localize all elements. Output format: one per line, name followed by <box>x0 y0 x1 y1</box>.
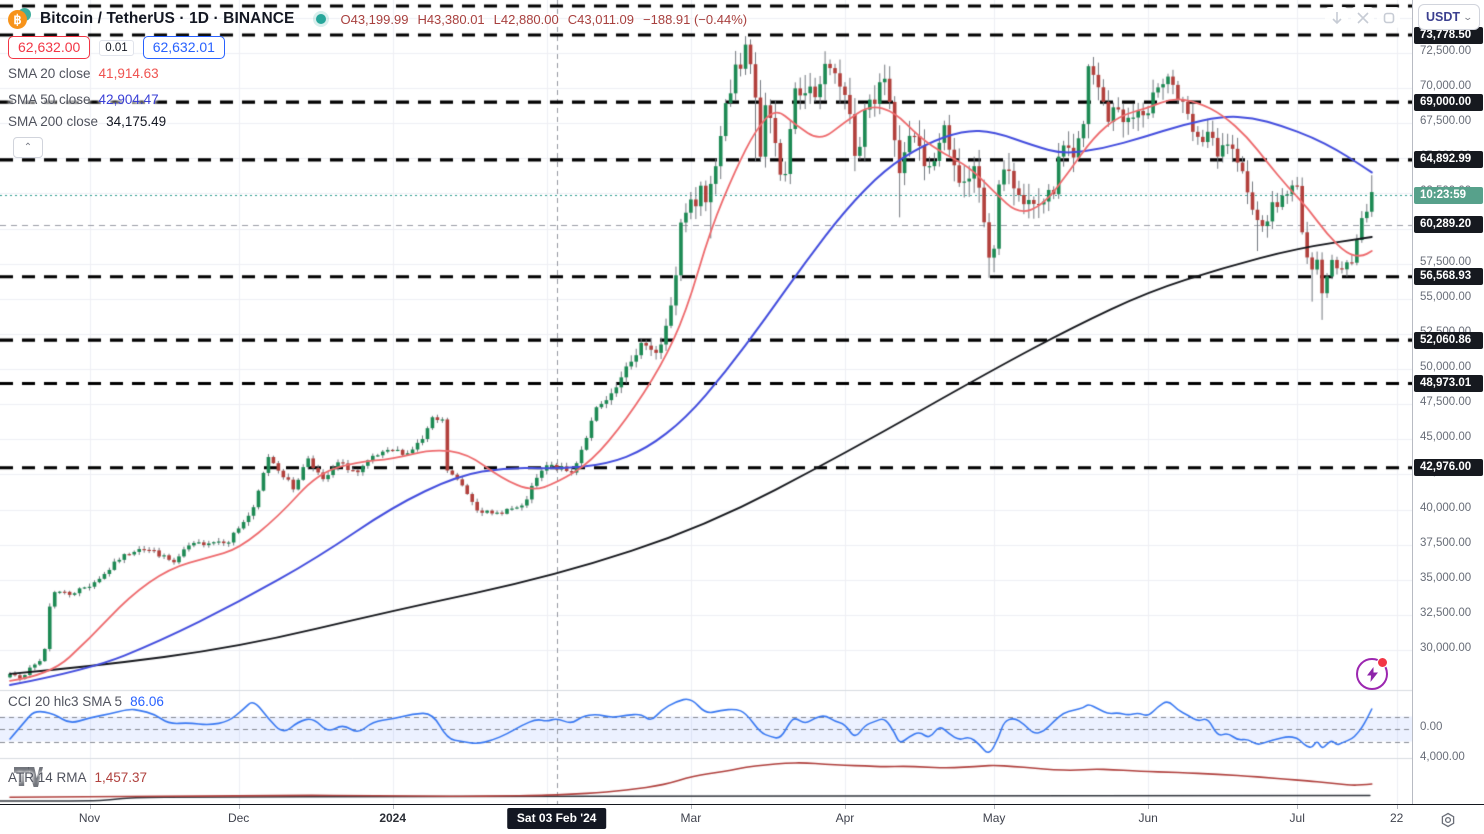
time-label: Mar <box>680 811 702 825</box>
symbol-title[interactable]: Bitcoin / TetherUS · 1D · BINANCE <box>40 10 295 27</box>
legend-atr[interactable]: ATR 14 RMA 1,457.37 <box>8 770 147 785</box>
legend-sma20-value: 41,914.63 <box>98 66 159 81</box>
level-price-label: 69,000.00 <box>1414 93 1483 111</box>
time-tick <box>1297 805 1298 809</box>
time-label: Dec <box>227 811 250 825</box>
time-tick <box>1397 805 1398 809</box>
quick-trade-button[interactable] <box>1356 657 1388 690</box>
price-tick: 40,000.00 <box>1420 501 1472 514</box>
legend-sma200-value: 34,175.49 <box>106 114 167 129</box>
ohlc-values: O43,199.99 H43,380.01 L42,880.00 C43,011… <box>340 12 747 27</box>
notification-dot <box>1377 657 1388 668</box>
tradingview-logo-icon <box>13 766 43 797</box>
legend-sma20[interactable]: SMA 20 close 41,914.63 <box>8 66 159 81</box>
price-tick: 47,500.00 <box>1420 396 1472 409</box>
time-tick <box>1148 805 1149 809</box>
price-tick: 50,000.00 <box>1420 361 1472 374</box>
market-status-dot-icon[interactable] <box>316 14 327 24</box>
legend-sma200[interactable]: SMA 200 close 34,175.49 <box>8 114 166 129</box>
time-label: Nov <box>78 811 101 825</box>
level-price-label: 56,568.93 <box>1414 268 1483 286</box>
arrow-down-icon <box>1331 11 1342 24</box>
time-tick <box>239 805 240 809</box>
change-value: −188.91 (−0.44%) <box>643 11 748 27</box>
legend-sma50-label: SMA 50 close <box>8 92 91 107</box>
lightning-bolt-icon <box>1366 666 1378 682</box>
price-tick: 35,000.00 <box>1420 571 1472 584</box>
price-axis[interactable]: USDT ⌄ 72,500.0070,000.0067,500.0065,000… <box>1412 0 1484 804</box>
time-axis[interactable]: Sat 03 Feb '24 Nov Dec 2024 Mar Apr May Jun Jul… <box>0 804 1484 834</box>
legend-sma20-label: SMA 20 close <box>8 66 91 81</box>
price-tick: 67,500.00 <box>1420 115 1472 128</box>
level-price-label: 64,892.99 <box>1414 151 1483 169</box>
time-tick <box>90 805 91 809</box>
low-value: L42,880.00 <box>493 11 559 27</box>
price-tick: 45,000.00 <box>1420 431 1472 444</box>
collapse-pane-button[interactable] <box>1351 7 1374 28</box>
time-tick <box>845 805 846 809</box>
cci-zero-tick: 0.00 <box>1420 721 1443 733</box>
price-tick: 55,000.00 <box>1420 290 1472 303</box>
currency-dropdown[interactable]: USDT ⌄ <box>1418 4 1480 30</box>
axis-settings-button[interactable] <box>1436 810 1460 830</box>
chart-header: ฿ Bitcoin / TetherUS · 1D · BINANCE O43,… <box>8 8 747 30</box>
time-tick <box>994 805 995 809</box>
price-chart-canvas[interactable] <box>0 0 1412 804</box>
chevron-up-icon: ⌃ <box>23 142 33 153</box>
legend-cci-value: 86.06 <box>130 694 164 709</box>
level-price-label: 73,778.50 <box>1414 26 1483 44</box>
high-value: H43,380.01 <box>417 11 485 27</box>
price-tick: 32,500.00 <box>1420 606 1472 619</box>
collapse-icon <box>1356 11 1369 24</box>
gear-icon <box>1441 812 1455 828</box>
ask-price-button[interactable]: 62,632.01 <box>142 36 225 59</box>
bid-price-button[interactable]: 62,632.00 <box>8 36 91 59</box>
legend-cci-label: CCI 20 hlc3 SMA 5 <box>8 694 123 709</box>
close-value: C43,011.09 <box>567 11 635 27</box>
pane-buttons <box>1325 7 1400 28</box>
level-price-label: 42,976.00 <box>1414 459 1483 477</box>
spread-value: 0.01 <box>99 39 134 56</box>
time-label: 22 <box>1389 811 1404 825</box>
maximize-pane-button[interactable] <box>1377 7 1400 28</box>
time-tick <box>393 805 394 809</box>
time-tick <box>691 805 692 809</box>
legend-sma50[interactable]: SMA 50 close 42,904.47 <box>8 92 159 107</box>
legend-sma50-value: 42,904.47 <box>98 92 159 107</box>
atr-tick: 4,000.00 <box>1420 751 1465 763</box>
price-tick: 72,500.00 <box>1420 45 1472 57</box>
time-label: May <box>982 811 1006 825</box>
price-tick: 70,000.00 <box>1420 80 1472 93</box>
crosshair-date-label: Sat 03 Feb '24 <box>506 808 607 829</box>
legend-atr-label: ATR 14 RMA <box>8 770 87 785</box>
maximize-icon <box>1383 12 1394 23</box>
time-label: Jun <box>1138 811 1158 825</box>
legend-collapse-button[interactable]: ⌃ <box>13 137 43 158</box>
time-label: Jul <box>1289 811 1305 825</box>
legend-sma200-label: SMA 200 close <box>8 114 99 129</box>
level-price-label: 48,973.01 <box>1414 374 1483 392</box>
time-label: 2024 <box>379 811 407 825</box>
legend-atr-value: 1,457.37 <box>94 770 148 785</box>
price-tick: 57,500.00 <box>1420 255 1472 268</box>
time-label: Apr <box>835 811 855 825</box>
bar-countdown-label: 10:23:59 <box>1414 186 1483 204</box>
price-tick: 37,500.00 <box>1420 536 1472 549</box>
legend-cci[interactable]: CCI 20 hlc3 SMA 5 86.06 <box>8 694 164 709</box>
pair-logo-icon: ฿ <box>8 8 32 30</box>
quote-row: 62,632.00 0.01 62,632.01 <box>8 36 225 59</box>
currency-label: USDT <box>1426 10 1461 24</box>
move-pane-down-button[interactable] <box>1325 7 1348 28</box>
price-tick: 30,000.00 <box>1420 641 1472 654</box>
current-price-label: 60,289.20 <box>1414 216 1483 234</box>
chevron-down-icon: ⌄ <box>1462 11 1474 22</box>
open-value: O43,199.99 <box>340 11 409 27</box>
level-price-label: 52,060.86 <box>1414 331 1483 349</box>
